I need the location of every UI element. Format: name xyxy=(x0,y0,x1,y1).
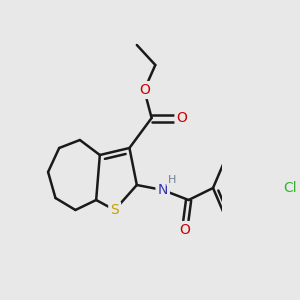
Text: H: H xyxy=(167,175,176,185)
Text: N: N xyxy=(158,183,168,197)
Text: S: S xyxy=(110,203,119,217)
Text: O: O xyxy=(179,223,190,237)
Text: O: O xyxy=(176,111,188,125)
Text: Cl: Cl xyxy=(283,181,297,195)
Text: O: O xyxy=(139,83,150,97)
